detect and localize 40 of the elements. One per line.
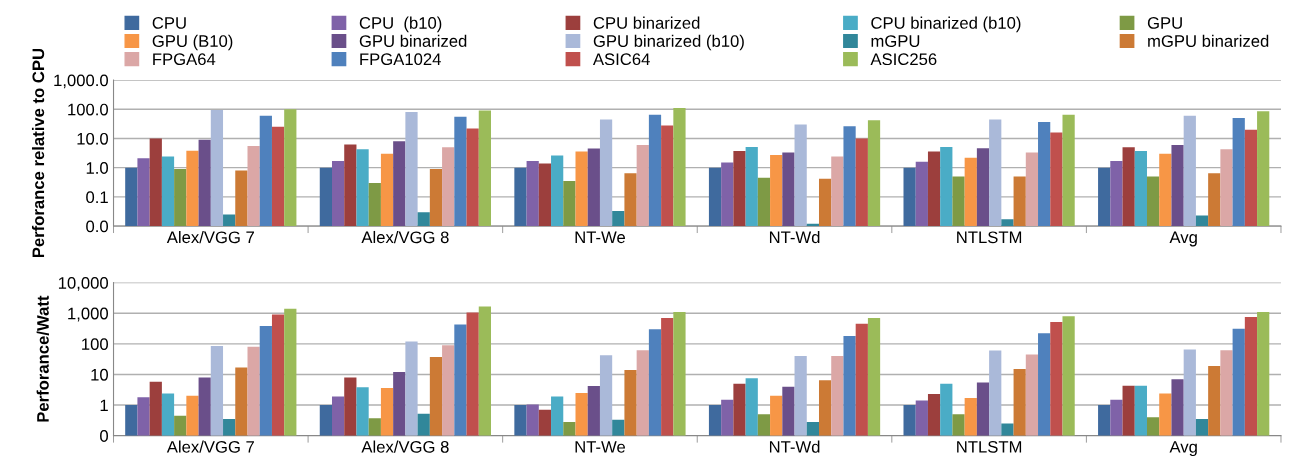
legend-label: ASIC64 xyxy=(592,53,650,66)
y-tick-label: 1,000.0 xyxy=(54,74,109,89)
y-tick-label: 1,000 xyxy=(68,307,109,322)
y-tick-label: 1 xyxy=(100,399,108,412)
legend-label: FPGA1024 xyxy=(360,53,441,66)
x-tick-label: NTLSTM xyxy=(957,440,1022,453)
legend-label: GPU binarized xyxy=(359,34,467,47)
x-tick-label: Alex/VGG 8 xyxy=(361,230,449,244)
legend-label: CPU xyxy=(152,17,186,29)
x-tick-label: Avg xyxy=(1169,441,1197,457)
x-tick-label: Alex/VGG 8 xyxy=(361,440,449,453)
x-tick-label: NT-We xyxy=(575,441,625,453)
y-tick-label: 10,000 xyxy=(58,277,109,291)
y-axis-title: Perforance/Watt xyxy=(36,295,50,422)
x-tick-label: Alex/VGG 7 xyxy=(166,440,254,453)
y-tick-label: 100.0 xyxy=(68,103,109,116)
legend-label: CPU binarized xyxy=(593,16,700,29)
legend-label: GPU binarized (b10) xyxy=(593,34,744,51)
y-tick-label: 0.0 xyxy=(86,220,109,233)
legend-label: GPU xyxy=(1147,17,1182,29)
x-tick-label: NT-Wd xyxy=(769,440,820,453)
x-tick-label: NT-Wd xyxy=(769,230,820,244)
x-tick-label: NTLSTM xyxy=(957,231,1022,244)
y-axis-title: Perforance relative to CPU xyxy=(31,48,45,258)
x-tick-label: Avg xyxy=(1169,231,1197,247)
legend-label: FPGA64 xyxy=(153,53,216,66)
legend-label: mGPU xyxy=(871,35,920,47)
y-tick-label: 10 xyxy=(91,368,109,381)
y-tick-label: 100 xyxy=(82,338,109,351)
legend-label: GPU (B10) xyxy=(152,34,233,51)
x-tick-label: Alex/VGG 7 xyxy=(166,230,254,244)
legend-label: CPU (b10) xyxy=(359,16,442,33)
legend-label: ASIC256 xyxy=(870,53,937,66)
x-tick-label: NT-We xyxy=(575,231,625,244)
y-tick-label: 1.0 xyxy=(86,162,109,174)
y-tick-label: 0.1 xyxy=(86,191,108,204)
y-tick-label: 0 xyxy=(100,430,109,442)
legend-label: CPU binarized (b10) xyxy=(871,16,1021,33)
legend-label: mGPU binarized xyxy=(1148,34,1269,47)
y-tick-label: 10.0 xyxy=(77,132,109,145)
